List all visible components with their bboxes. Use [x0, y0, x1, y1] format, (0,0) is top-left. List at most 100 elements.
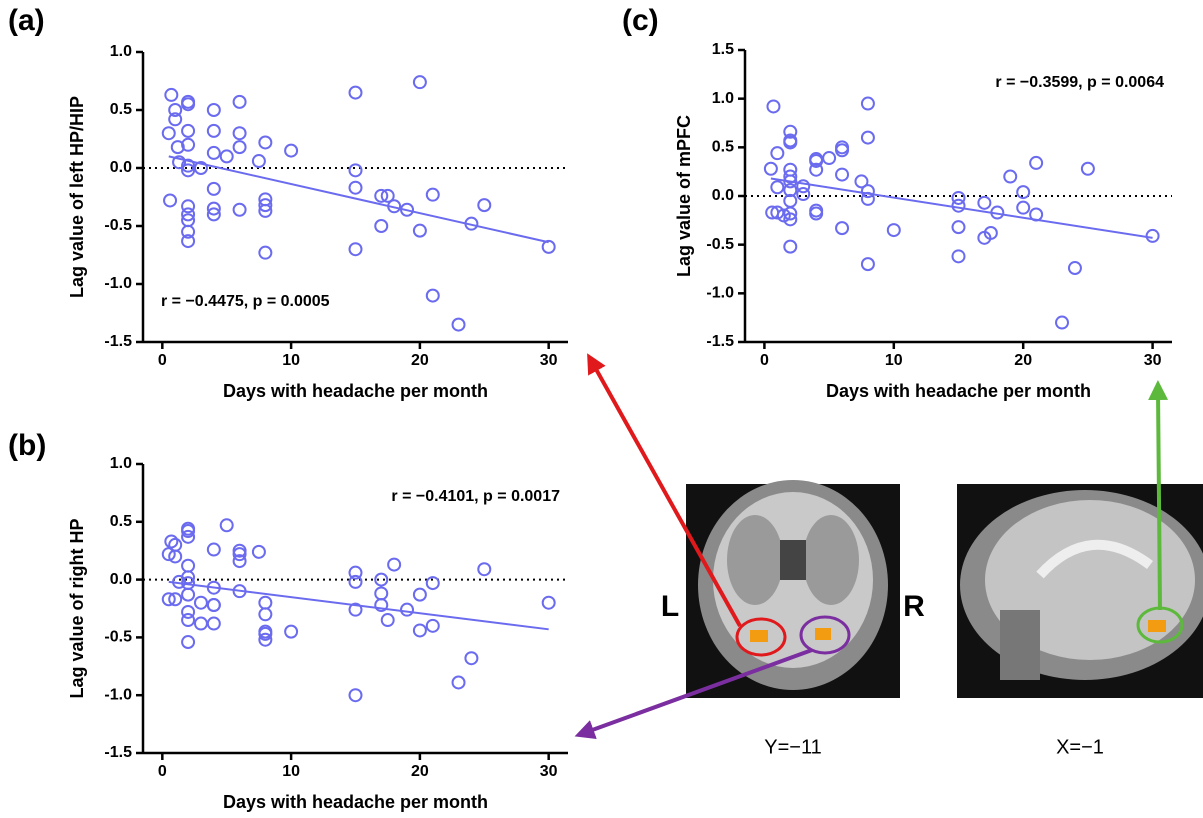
data-point [388, 559, 400, 571]
data-point [862, 132, 874, 144]
data-point [784, 241, 796, 253]
data-point [888, 224, 900, 236]
data-point [382, 614, 394, 626]
y-tick-label: 1.5 [712, 41, 734, 58]
data-point [1030, 157, 1042, 169]
y-tick-label: 0.5 [110, 513, 132, 530]
data-point [767, 100, 779, 112]
data-point [427, 620, 439, 632]
data-point [182, 125, 194, 137]
data-point [1004, 171, 1016, 183]
data-point [375, 587, 387, 599]
trend-line [771, 178, 1153, 237]
x-tick-label: 0 [158, 352, 167, 369]
y-axis-title: Lag value of mPFC [674, 115, 694, 277]
data-point [414, 624, 426, 636]
data-point [543, 597, 555, 609]
x-axis-title: Days with headache per month [223, 792, 488, 812]
annotation: r = −0.3599, p = 0.0064 [995, 74, 1164, 91]
x-tick-label: 30 [1144, 352, 1162, 369]
y-tick-label: -0.5 [104, 217, 132, 234]
data-point [350, 182, 362, 194]
y-axis-title: Lag value of right HP [67, 518, 87, 698]
data-point [350, 689, 362, 701]
data-point [797, 188, 809, 200]
panel-label: (c) [622, 4, 659, 37]
data-point [414, 589, 426, 601]
y-tick-label: 0.0 [712, 187, 734, 204]
data-point [208, 125, 220, 137]
data-point [182, 589, 194, 601]
y-tick-label: 0.0 [110, 571, 132, 588]
data-point [221, 519, 233, 531]
data-point [208, 183, 220, 195]
data-point [771, 147, 783, 159]
panel-label: (b) [8, 429, 46, 462]
data-point [208, 147, 220, 159]
data-point [478, 199, 490, 211]
data-point [823, 152, 835, 164]
data-point [765, 163, 777, 175]
y-tick-label: -0.5 [706, 236, 734, 253]
data-point [208, 544, 220, 556]
data-point [427, 290, 439, 302]
data-point [221, 150, 233, 162]
x-tick-label: 20 [411, 763, 429, 780]
data-point [978, 197, 990, 209]
data-point [163, 127, 175, 139]
x-tick-label: 20 [411, 352, 429, 369]
data-point [375, 220, 387, 232]
data-point [836, 222, 848, 234]
data-point [195, 597, 207, 609]
data-point [862, 193, 874, 205]
data-point [234, 141, 246, 153]
y-tick-label: -1.0 [706, 285, 734, 302]
y-tick-label: -0.5 [104, 629, 132, 646]
data-point [208, 618, 220, 630]
y-tick-label: -1.5 [104, 333, 132, 350]
trend-line [169, 156, 549, 242]
x-tick-label: 10 [885, 352, 903, 369]
data-point [453, 319, 465, 331]
data-point [414, 225, 426, 237]
data-point [1147, 230, 1159, 242]
panel-label: (a) [8, 4, 45, 37]
y-tick-label: -1.0 [104, 275, 132, 292]
data-point [259, 247, 271, 259]
data-point [182, 614, 194, 626]
data-point [465, 652, 477, 664]
data-point [862, 258, 874, 270]
y-tick-label: 0.5 [110, 101, 132, 118]
data-point [259, 136, 271, 148]
data-point [234, 127, 246, 139]
y-tick-label: -1.5 [706, 333, 734, 350]
data-point [182, 636, 194, 648]
data-point [164, 194, 176, 206]
data-point [453, 676, 465, 688]
data-point [427, 189, 439, 201]
data-point [771, 181, 783, 193]
data-point [1017, 186, 1029, 198]
arrow [1158, 390, 1160, 610]
y-axis-title: Lag value of left HP/HIP [67, 96, 87, 298]
data-point [414, 76, 426, 88]
y-tick-label: 1.0 [110, 43, 132, 60]
data-point [401, 604, 413, 616]
data-point [253, 546, 265, 558]
x-tick-label: 0 [760, 352, 769, 369]
data-point [953, 250, 965, 262]
data-point [208, 104, 220, 116]
data-point [350, 243, 362, 255]
data-point [478, 563, 490, 575]
sagittal-slice [957, 484, 1203, 698]
x-tick-label: 0 [158, 763, 167, 780]
data-point [165, 89, 177, 101]
y-tick-label: -1.5 [104, 744, 132, 761]
y-tick-label: -1.0 [104, 686, 132, 703]
x-tick-label: 20 [1014, 352, 1032, 369]
slice-caption: X=−1 [1056, 736, 1104, 758]
y-tick-label: 0.5 [712, 139, 734, 156]
x-axis-title: Days with headache per month [826, 381, 1091, 401]
x-tick-label: 30 [540, 352, 558, 369]
data-point [234, 96, 246, 108]
